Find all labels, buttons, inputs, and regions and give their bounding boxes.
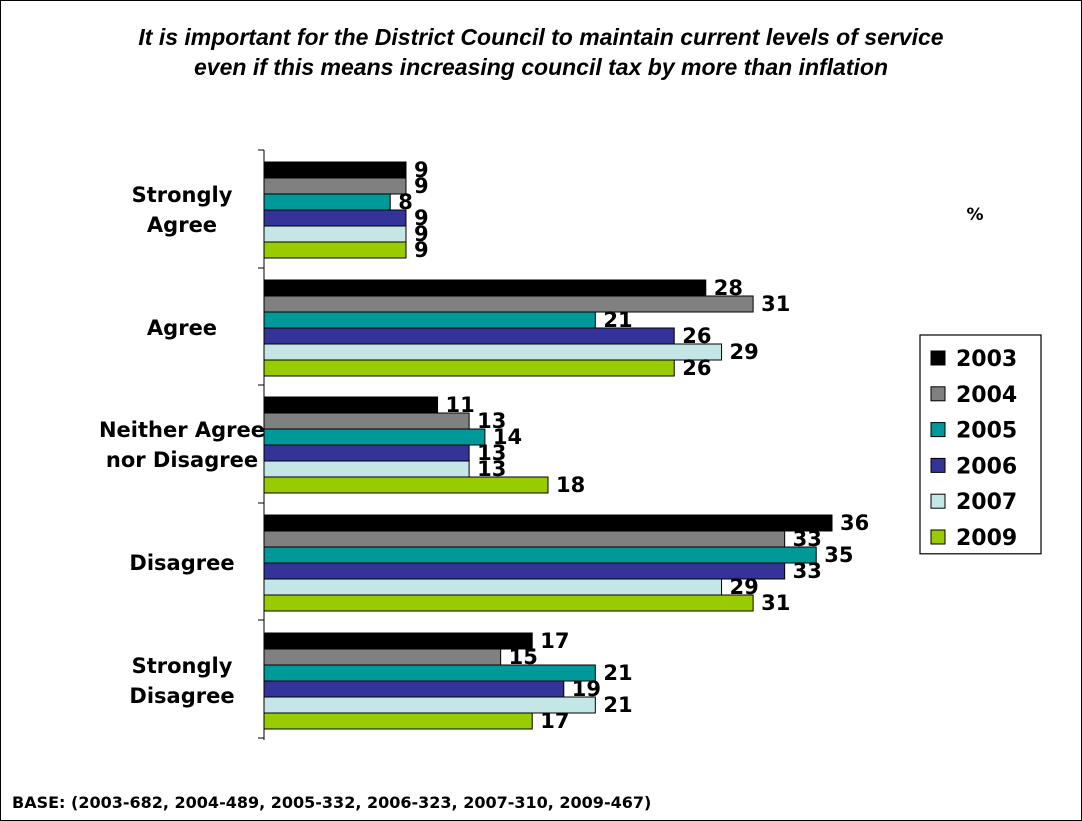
value-label-2006: 9 xyxy=(414,206,429,230)
bar-2004 xyxy=(263,295,754,313)
category-label-line: Agree xyxy=(147,213,217,237)
bar-2006 xyxy=(263,680,565,698)
value-label-2004: 9 xyxy=(414,174,429,198)
bar-2007 xyxy=(263,460,470,478)
legend-label-2006: 2006 xyxy=(956,454,1017,479)
category-label-line: Disagree xyxy=(129,684,234,708)
value-label-2004: 31 xyxy=(761,292,790,316)
value-label-2009: 18 xyxy=(556,473,585,497)
category-label-line: Neither Agree xyxy=(99,418,265,442)
category-label: Agree xyxy=(147,316,217,340)
legend-swatch-2009 xyxy=(930,529,946,545)
chart-title: It is important for the District Council… xyxy=(0,22,1082,82)
legend-label-2007: 2007 xyxy=(956,490,1017,515)
bar-2003 xyxy=(263,632,533,650)
bar-2009 xyxy=(263,594,754,612)
bar-2006 xyxy=(263,327,675,345)
value-label-2005: 8 xyxy=(398,190,413,214)
value-label-2007: 29 xyxy=(730,340,759,364)
value-label-2009: 9 xyxy=(414,238,429,262)
bar-2006 xyxy=(263,562,786,580)
base-note: BASE: (2003-682, 2004-489, 2005-332, 200… xyxy=(12,793,652,812)
legend-swatch-2007 xyxy=(930,493,946,509)
legend-swatch-2003 xyxy=(930,350,946,366)
bar-2004 xyxy=(263,412,470,430)
legend-label-2003: 2003 xyxy=(956,347,1017,372)
chart-title-line-2: even if this means increasing council ta… xyxy=(194,54,888,80)
legend-box xyxy=(919,334,1042,555)
bar-2003 xyxy=(263,514,833,532)
legend-swatch-2004 xyxy=(930,386,946,402)
value-label-2005: 14 xyxy=(493,425,522,449)
bar-2003 xyxy=(263,396,439,414)
legend-label-2009: 2009 xyxy=(956,526,1017,551)
bar-2005 xyxy=(263,428,486,446)
value-label-2003: 17 xyxy=(540,629,569,653)
bar-2004 xyxy=(263,177,407,195)
legend-swatch-2006 xyxy=(930,457,946,473)
bar-2005 xyxy=(263,664,596,682)
bar-2003 xyxy=(263,161,407,179)
legend-label-2004: 2004 xyxy=(956,383,1017,408)
bar-2007 xyxy=(263,578,723,596)
bar-2005 xyxy=(263,546,817,564)
bar-2006 xyxy=(263,209,407,227)
category-label: Disagree xyxy=(129,551,234,575)
bar-2003 xyxy=(263,279,707,297)
value-label-2005: 21 xyxy=(603,661,632,685)
category-label: Strongly Disagree xyxy=(129,654,234,708)
value-label-2009: 26 xyxy=(682,356,711,380)
category-label-line: Agree xyxy=(147,316,217,340)
value-label-2005: 35 xyxy=(824,543,853,567)
category-label: Strongly Agree xyxy=(132,183,233,237)
category-label-line: Strongly xyxy=(132,654,233,678)
chart-title-line-1: It is important for the District Council… xyxy=(138,24,944,50)
legend-swatch-2005 xyxy=(930,422,946,438)
bar-2004 xyxy=(263,530,786,548)
legend-label-2005: 2005 xyxy=(956,419,1017,444)
value-label-2003: 36 xyxy=(840,511,869,535)
bar-2009 xyxy=(263,712,533,730)
category-label-line: nor Disagree xyxy=(106,448,258,472)
bar-2006 xyxy=(263,444,470,462)
unit-label: % xyxy=(966,205,983,225)
value-label-2007: 21 xyxy=(603,693,632,717)
category-label: Neither Agree nor Disagree xyxy=(99,418,265,472)
value-label-2003: 9 xyxy=(414,158,429,182)
value-label-2006: 13 xyxy=(477,441,506,465)
category-label-line: Disagree xyxy=(129,551,234,575)
value-label-2006: 33 xyxy=(793,559,822,583)
bar-2009 xyxy=(263,476,549,494)
bar-2007 xyxy=(263,225,407,243)
value-label-2009: 31 xyxy=(761,591,790,615)
bar-2004 xyxy=(263,648,502,666)
value-label-2007: 9 xyxy=(414,222,429,246)
bar-2009 xyxy=(263,241,407,259)
bar-2005 xyxy=(263,311,596,329)
category-label-line: Strongly xyxy=(132,183,233,207)
value-label-2009: 17 xyxy=(540,709,569,733)
bar-2009 xyxy=(263,359,675,377)
bar-2007 xyxy=(263,343,723,361)
bar-2005 xyxy=(263,193,391,211)
